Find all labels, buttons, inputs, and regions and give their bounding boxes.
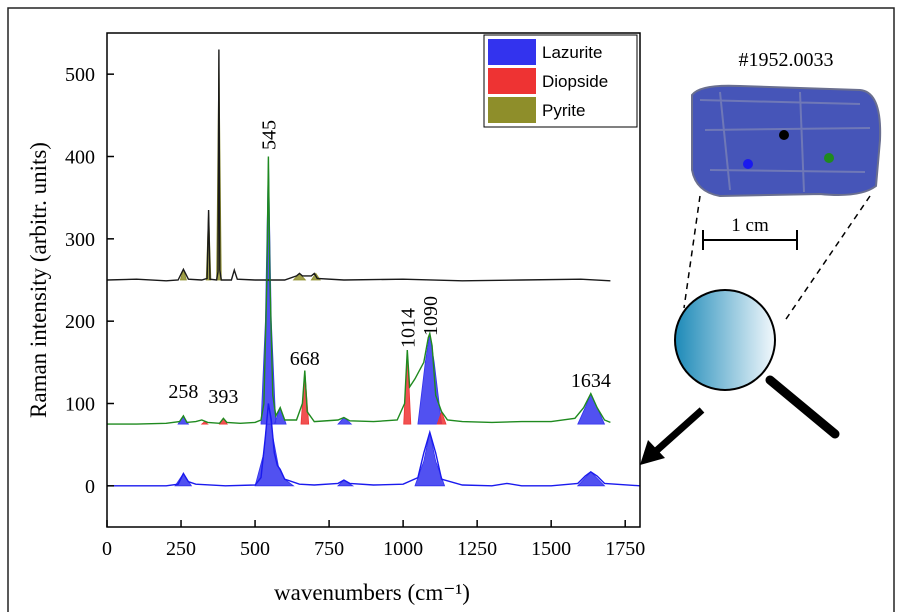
peak-label: 668 bbox=[290, 348, 320, 370]
x-tick-label: 500 bbox=[240, 538, 270, 560]
page-border bbox=[7, 7, 895, 612]
spot bbox=[743, 159, 753, 169]
legend-swatch bbox=[488, 97, 536, 123]
scale-label: 1 cm bbox=[731, 215, 769, 236]
x-tick-label: 250 bbox=[166, 538, 196, 560]
magnifier-handle bbox=[765, 375, 840, 439]
legend-swatch bbox=[488, 68, 536, 94]
x-tick-label: 1250 bbox=[457, 538, 497, 560]
legend-label: Pyrite bbox=[542, 101, 585, 120]
spectrum-line bbox=[107, 403, 641, 487]
y-tick-label: 300 bbox=[65, 229, 95, 251]
y-axis-title: Raman intensity (arbitr. units) bbox=[26, 142, 51, 418]
magnifier-lens bbox=[674, 289, 776, 391]
sample-photo bbox=[691, 84, 882, 198]
arrow-head bbox=[640, 440, 665, 465]
y-tick-label: 500 bbox=[65, 64, 95, 86]
inset: #1952.0033 1 cm bbox=[640, 49, 882, 465]
x-tick-label: 750 bbox=[314, 538, 344, 560]
peak-label: 393 bbox=[208, 386, 238, 408]
x-tick-label: 1500 bbox=[531, 538, 571, 560]
legend-label: Diopside bbox=[542, 72, 608, 91]
y-tick-label: 0 bbox=[85, 476, 95, 498]
x-tick-label: 1750 bbox=[605, 538, 645, 560]
legend: Lazurite Diopside Pyrite bbox=[483, 34, 638, 128]
peak-label: 1014 bbox=[397, 308, 419, 348]
spot bbox=[824, 153, 834, 163]
zoom-lines bbox=[683, 195, 871, 323]
plot: 0 250 500 750 1000 1250 1500 1750 0 100 200 300 400 5… bbox=[65, 32, 645, 560]
x-tick-label: 0 bbox=[102, 538, 112, 560]
y-tick-label: 200 bbox=[65, 311, 95, 333]
arrow bbox=[652, 407, 705, 455]
y-tick-label: 100 bbox=[65, 394, 95, 416]
peak-label: 1090 bbox=[420, 296, 442, 336]
peak-label: 1634 bbox=[571, 370, 611, 392]
component-area bbox=[179, 49, 321, 281]
spectrum-line bbox=[107, 156, 611, 425]
component-area bbox=[174, 156, 606, 487]
peak-label: 545 bbox=[258, 120, 280, 150]
peak-label: 258 bbox=[168, 381, 198, 403]
x-axis-title: wavenumbers (cm⁻¹) bbox=[274, 580, 470, 605]
photo-texture bbox=[699, 91, 871, 193]
y-tick-label: 400 bbox=[65, 147, 95, 169]
legend-label: Lazurite bbox=[542, 43, 602, 62]
scale-bar bbox=[702, 230, 798, 250]
plot-frame bbox=[106, 32, 641, 528]
x-tick-label: 1000 bbox=[383, 538, 423, 560]
spectrum-line bbox=[106, 49, 611, 282]
spot bbox=[779, 130, 789, 140]
inset-title: #1952.0033 bbox=[739, 49, 834, 71]
legend-swatch bbox=[488, 39, 536, 65]
